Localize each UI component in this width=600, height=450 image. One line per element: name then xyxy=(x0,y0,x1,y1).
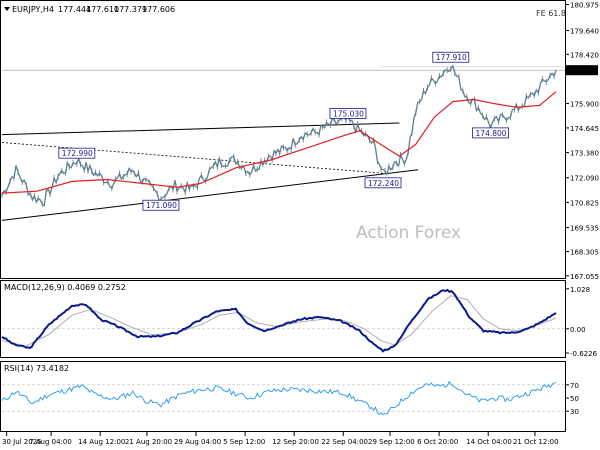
time-tick-label: 14 Oct 04:00 xyxy=(466,438,512,446)
rsi-tick-label: 70 xyxy=(570,382,579,390)
price-tick-label: 170.825 xyxy=(570,199,599,207)
price-tick-label: 167.055 xyxy=(570,273,599,281)
price-annotation-label: 177.910 xyxy=(436,53,467,62)
trendline-upper xyxy=(1,122,400,136)
price-tick-label: 179.640 xyxy=(570,28,599,36)
time-tick-label: 30 Jul 2025 xyxy=(2,438,42,446)
price-tick-label: 178.420 xyxy=(570,51,599,59)
price-annotation-box xyxy=(472,127,509,139)
rsi-tick-label: 30 xyxy=(570,408,579,416)
price-annotation-box xyxy=(58,147,96,159)
macd-label: MACD(12,26,9) 0.4069 0.2752 xyxy=(4,283,126,292)
time-tick-label: 5 Sep 12:00 xyxy=(223,438,265,446)
macd-line xyxy=(1,288,557,353)
time-tick-label: 29 Sep 12:00 xyxy=(368,438,415,446)
rsi-panel: RSI(14) 73.4182 70 50 30 xyxy=(0,361,579,432)
watermark: Action Forex xyxy=(356,223,461,243)
price-tick-label: 172.090 xyxy=(570,175,599,183)
price-annotation-box xyxy=(432,51,470,63)
price-annotation-label: 175.030 xyxy=(333,109,364,118)
price-tick-label: 173.380 xyxy=(570,150,599,158)
moving-average-line xyxy=(1,91,557,194)
price-annotation-box xyxy=(142,199,180,211)
price-annotation-label: 172.240 xyxy=(368,179,399,188)
header-close: 177.606 xyxy=(142,5,175,14)
trendline-lower xyxy=(1,169,419,221)
macd-signal-line xyxy=(1,295,557,347)
rsi-label: RSI(14) 73.4182 xyxy=(4,364,69,373)
time-tick-label: 22 Sep 04:00 xyxy=(321,438,368,446)
time-tick-label: 29 Aug 04:00 xyxy=(174,438,221,446)
price-panel: EURJPY,H4 177.444 177.610 177.379 177.60… xyxy=(0,0,599,281)
price-annotation-label: 174.800 xyxy=(476,129,507,138)
price-tick-label: 180.975 xyxy=(570,1,599,9)
header-high: 177.610 xyxy=(86,5,119,14)
price-tick-label: 168.305 xyxy=(570,249,599,257)
time-tick-label: 21 Aug 20:00 xyxy=(125,438,172,446)
price-annotation-label: 172.990 xyxy=(62,149,93,158)
macd-tick-label: 1.028 xyxy=(570,286,590,294)
price-tick-label: 175.900 xyxy=(570,100,599,108)
time-tick-label: 21 Oct 12:00 xyxy=(513,438,559,446)
header-low: 177.379 xyxy=(114,5,147,14)
fe-label: FE 61.8 xyxy=(536,9,566,18)
current-price-box xyxy=(566,65,598,76)
price-tick-label: 174.645 xyxy=(570,125,599,133)
price-tick-label: 169.535 xyxy=(570,225,599,233)
time-tick-label: 14 Aug 12:00 xyxy=(78,438,125,446)
macd-tick-label: 0.00 xyxy=(570,326,586,334)
rsi-line xyxy=(1,380,557,416)
sell-arrow-icon xyxy=(4,7,10,11)
price-annotation-label: 171.090 xyxy=(146,201,177,210)
time-tick-label: 7 Aug 04:00 xyxy=(29,438,72,446)
time-tick-label: 6 Oct 20:00 xyxy=(417,438,458,446)
macd-panel: MACD(12,26,9) 0.4069 0.2752 1.028 0.00 -0.… xyxy=(0,280,598,358)
price-annotation-box xyxy=(364,177,402,189)
time-tick-label: 12 Sep 20:00 xyxy=(272,438,319,446)
rsi-tick-label: 50 xyxy=(570,395,579,403)
header-open: 177.444 xyxy=(58,5,91,14)
macd-tick-label: -0.6226 xyxy=(570,350,598,358)
price-annotation-box xyxy=(329,108,367,119)
trendline-dotted xyxy=(1,142,388,175)
header-symbol: EURJPY,H4 xyxy=(12,5,54,14)
